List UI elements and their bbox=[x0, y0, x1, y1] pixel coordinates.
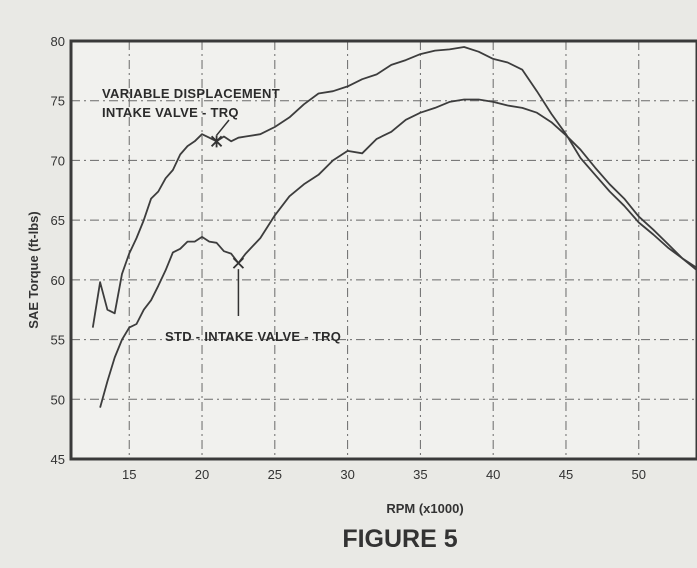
annotation-variable-line-1: VARIABLE DISPLACEMENT bbox=[102, 86, 280, 101]
series-marker bbox=[210, 135, 223, 148]
x-tick-label: 40 bbox=[486, 467, 500, 482]
figure-caption: FIGURE 5 bbox=[342, 525, 458, 553]
y-tick-label: 70 bbox=[51, 153, 65, 168]
y-tick-label: 45 bbox=[51, 452, 65, 467]
annotation-variable-displacement: VARIABLE DISPLACEMENT INTAKE VALVE - TRQ bbox=[102, 86, 280, 136]
plot-area bbox=[71, 41, 697, 459]
x-tick-label: 15 bbox=[122, 467, 136, 482]
series-line-variable-displacement bbox=[91, 46, 697, 328]
y-tick-label: 50 bbox=[51, 392, 65, 407]
y-tick-label: 75 bbox=[51, 94, 65, 109]
x-tick-label: 30 bbox=[340, 467, 354, 482]
plot-frame bbox=[69, 39, 697, 461]
x-tick-label: 45 bbox=[559, 467, 573, 482]
annotation-variable-line-2: INTAKE VALVE - TRQ bbox=[102, 105, 239, 120]
y-axis-title: SAE Torque (ft-lbs) bbox=[26, 211, 41, 328]
y-tick-label: 60 bbox=[51, 273, 65, 288]
x-tick-label: 20 bbox=[195, 467, 209, 482]
annotation-variable-leader bbox=[215, 119, 230, 136]
y-tick-label: 80 bbox=[51, 34, 65, 49]
tick-labels: 15 20 25 30 35 40 45 50 45 50 55 60 65 70 75 80 bbox=[51, 34, 646, 482]
x-axis-title: RPM (x1000) bbox=[386, 501, 463, 516]
series-group bbox=[91, 46, 697, 408]
grid bbox=[71, 41, 697, 459]
y-tick-label: 65 bbox=[51, 213, 65, 228]
annotation-std-intake: STD - INTAKE VALVE - TRQ bbox=[165, 269, 341, 344]
series-marker bbox=[232, 257, 245, 269]
y-tick-label: 55 bbox=[51, 333, 65, 348]
torque-chart: 15 20 25 30 35 40 45 50 45 50 55 60 65 70 75 80 RPM (x1… bbox=[26, 34, 697, 516]
x-tick-label: 50 bbox=[632, 467, 646, 482]
x-tick-label: 25 bbox=[268, 467, 282, 482]
x-tick-label: 35 bbox=[413, 467, 427, 482]
series-line-std-intake bbox=[99, 98, 697, 408]
annotation-std-label: STD - INTAKE VALVE - TRQ bbox=[165, 329, 341, 344]
